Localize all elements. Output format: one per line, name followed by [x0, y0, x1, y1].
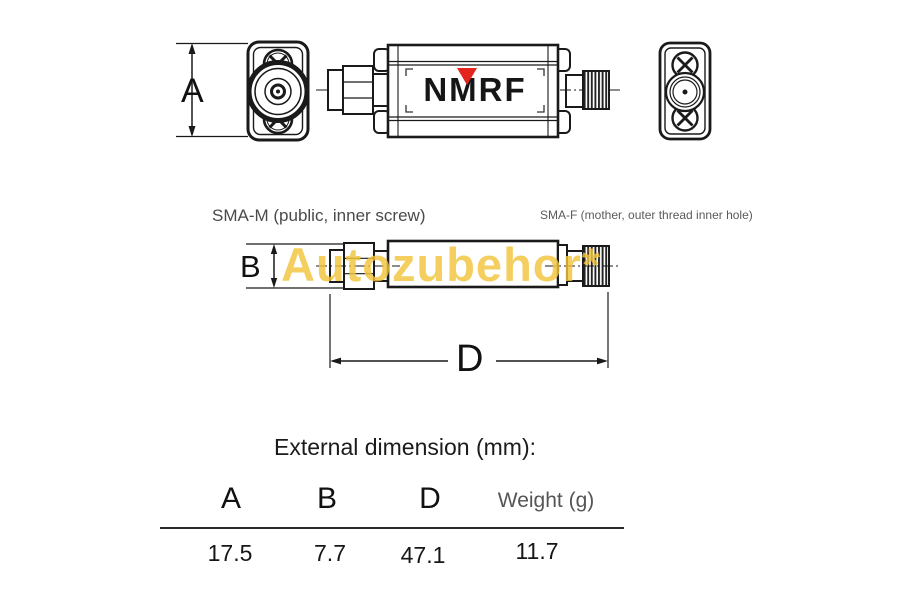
watermark-text: Autozubehor*: [281, 238, 602, 291]
spec-col-header-d: D: [419, 482, 441, 515]
label-corner-marks: [405, 68, 545, 113]
flange-front-view-right: [658, 41, 712, 141]
sma-male-connector-face: [246, 60, 310, 123]
device-side-view: [316, 239, 618, 290]
spec-col-header-a: A: [220, 482, 242, 515]
screw-bottom-icon: [671, 104, 699, 132]
dimension-d-lines: [329, 292, 609, 368]
spec-value-b: 7.7: [314, 540, 346, 566]
spec-col-header-b: B: [316, 482, 338, 515]
dimension-a-lines: [176, 42, 248, 138]
sma-male-label: SMA-M (public, inner screw): [212, 206, 426, 225]
sma-female-connector-face: [664, 71, 706, 113]
brand-logo: NMRF: [407, 67, 543, 113]
dimension-a-label: A: [181, 72, 204, 110]
dimension-b-label: B: [240, 249, 261, 284]
dimension-b-lines: [246, 243, 352, 289]
spec-table-divider: [160, 527, 624, 529]
spec-value-weight: 11.7: [515, 538, 559, 564]
spec-table-title: External dimension (mm):: [273, 434, 537, 460]
spec-col-header-weight: Weight (g): [497, 489, 595, 512]
sma-female-label: SMA-F (mother, outer thread inner hole): [540, 208, 753, 222]
dimension-d-label: D: [456, 338, 484, 380]
flange-front-view-left: [246, 40, 310, 142]
spec-value-a: 17.5: [207, 540, 253, 566]
device-top-view: [316, 43, 620, 139]
brand-logo-triangle-icon: [457, 68, 477, 85]
spec-value-d: 47.1: [400, 542, 446, 568]
